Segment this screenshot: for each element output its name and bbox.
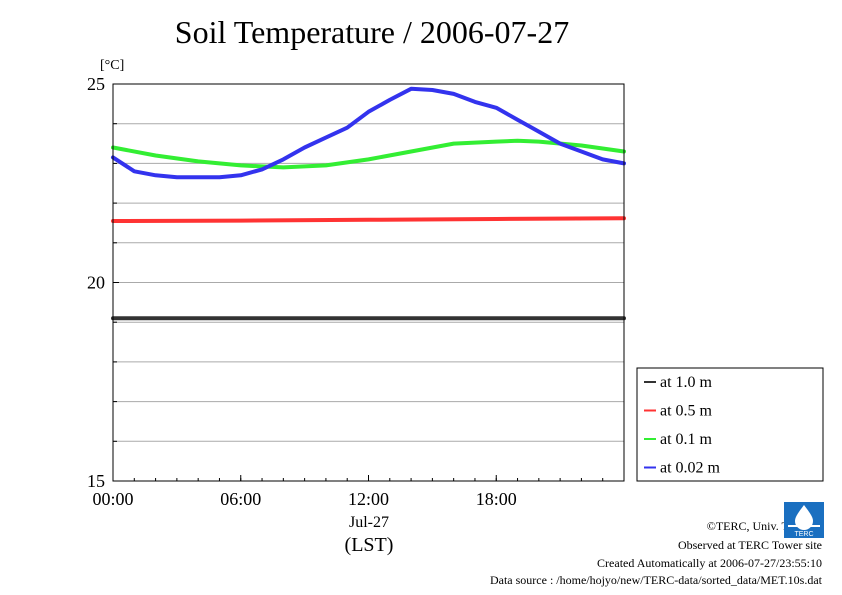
- legend: at 1.0 m at 0.5 m at 0.1 m at 0.02 m: [636, 367, 824, 482]
- date-label: Jul-27: [349, 514, 389, 531]
- x-axis-label: (LST): [345, 534, 394, 556]
- y-tick-label: 20: [87, 273, 105, 293]
- series-line: [111, 216, 626, 223]
- legend-box: [636, 367, 824, 482]
- x-tick-label: 00:00: [92, 489, 133, 509]
- site-text: Observed at TERC Tower site: [677, 538, 822, 552]
- legend-label: at 1.0 m: [660, 374, 713, 391]
- legend-label: at 0.5 m: [660, 403, 713, 420]
- y-tick-label: 15: [87, 471, 105, 491]
- legend-label: at 0.1 m: [660, 431, 713, 448]
- chart-title: Soil Temperature / 2006-07-27: [174, 14, 570, 50]
- terc-logo-icon: TERC: [784, 502, 824, 538]
- x-tick-label: 18:00: [476, 489, 517, 509]
- x-tick-label: 12:00: [348, 489, 389, 509]
- series-line: [111, 86, 626, 180]
- data-source-text: Data source : /home/hojyo/new/TERC-data/…: [489, 573, 822, 587]
- y-axis-label: [°C]: [100, 58, 124, 73]
- series-lines: [111, 86, 626, 321]
- x-tick-label: 06:00: [220, 489, 261, 509]
- y-tick-label: 25: [87, 74, 105, 94]
- legend-label: at 0.02 m: [660, 460, 721, 477]
- grid-lines: [113, 123, 624, 442]
- created-text: Created Automatically at 2006-07-27/23:5…: [597, 556, 822, 570]
- y-axis: 15 20 25: [87, 74, 119, 491]
- x-axis: 00:00 06:00 12:00 18:00: [92, 475, 604, 509]
- series-line: [111, 138, 626, 170]
- logo-text: TERC: [794, 531, 813, 538]
